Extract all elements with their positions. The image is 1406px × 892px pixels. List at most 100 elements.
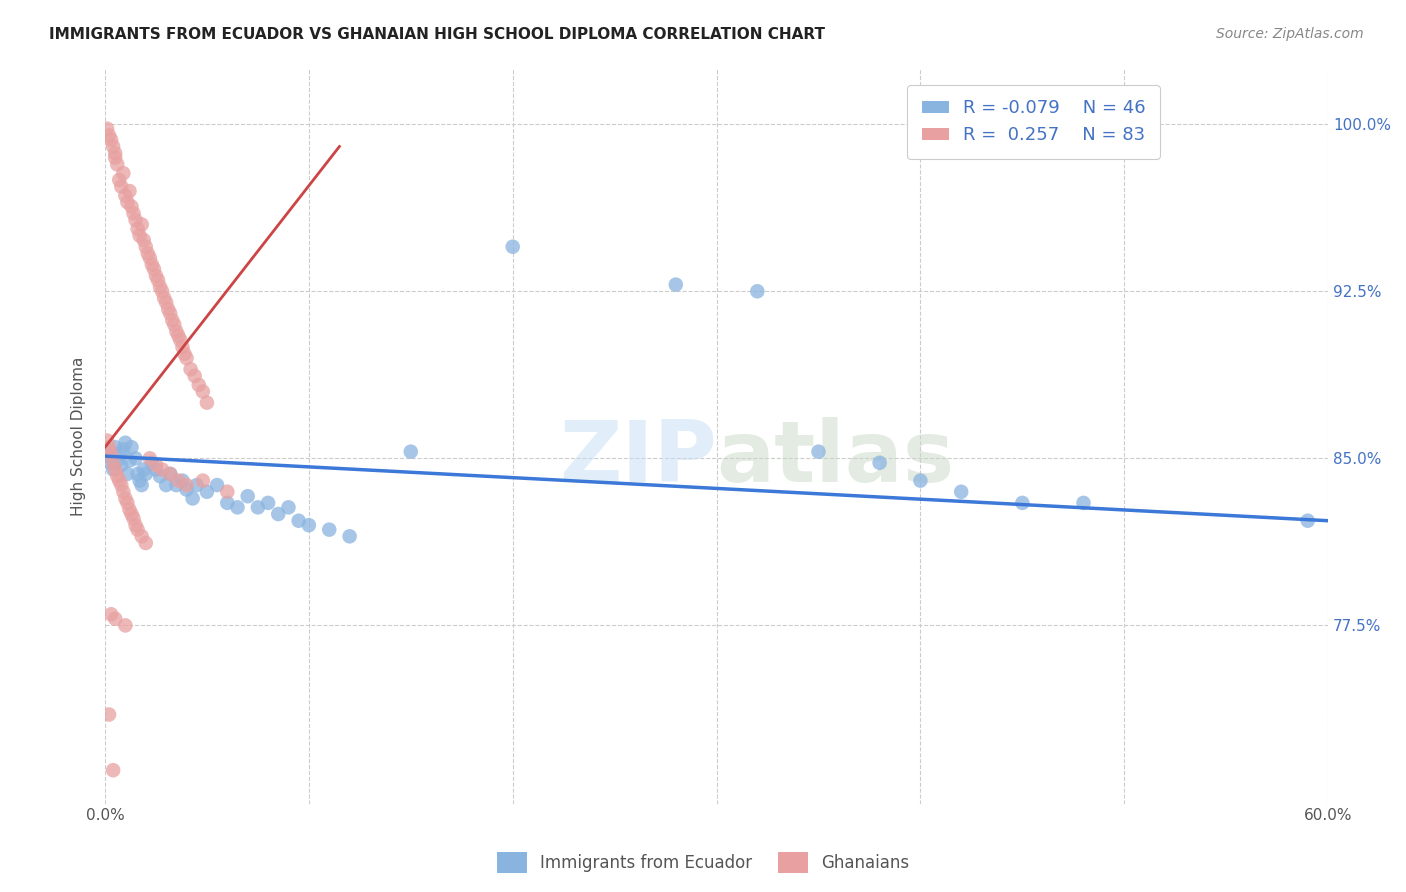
Point — [141, 258, 163, 272]
Point — [191, 384, 214, 399]
Point — [167, 474, 190, 488]
Point — [187, 377, 209, 392]
Point — [146, 273, 169, 287]
Point — [135, 467, 157, 481]
Point — [145, 458, 167, 472]
Point — [96, 121, 118, 136]
Point — [135, 536, 157, 550]
Point — [114, 188, 136, 202]
Point — [172, 474, 194, 488]
Point — [150, 462, 173, 476]
Point — [149, 280, 172, 294]
Legend: R = -0.079    N = 46, R =  0.257    N = 83: R = -0.079 N = 46, R = 0.257 N = 83 — [907, 85, 1160, 159]
Point — [217, 484, 239, 499]
Point — [98, 444, 121, 458]
Point — [136, 246, 159, 260]
Point — [121, 200, 143, 214]
Point — [950, 484, 973, 499]
Point — [104, 146, 127, 161]
Point — [257, 496, 280, 510]
Point — [100, 456, 122, 470]
Point — [105, 469, 128, 483]
Point — [131, 478, 153, 492]
Point — [104, 440, 127, 454]
Point — [104, 612, 127, 626]
Point — [176, 483, 198, 497]
Point — [236, 489, 259, 503]
Point — [121, 440, 143, 454]
Point — [165, 324, 187, 338]
Point — [118, 184, 141, 198]
Point — [105, 157, 128, 171]
Point — [104, 462, 127, 476]
Point — [110, 458, 132, 472]
Point — [104, 151, 127, 165]
Point — [155, 478, 177, 492]
Text: ZIP: ZIP — [558, 417, 717, 500]
Point — [399, 444, 422, 458]
Point — [747, 285, 769, 299]
Point — [172, 340, 194, 354]
Point — [169, 333, 191, 347]
Point — [159, 307, 181, 321]
Point — [100, 133, 122, 147]
Point — [117, 496, 139, 510]
Point — [132, 233, 155, 247]
Point — [1296, 514, 1319, 528]
Point — [217, 496, 239, 510]
Point — [127, 222, 149, 236]
Point — [153, 291, 176, 305]
Point — [246, 500, 269, 515]
Point — [226, 500, 249, 515]
Point — [124, 451, 146, 466]
Point — [128, 228, 150, 243]
Point — [132, 462, 155, 476]
Point — [98, 440, 121, 454]
Point — [122, 206, 145, 220]
Point — [159, 467, 181, 481]
Point — [318, 523, 340, 537]
Point — [100, 607, 122, 622]
Point — [195, 395, 218, 409]
Point — [110, 478, 132, 492]
Point — [165, 478, 187, 492]
Point — [112, 442, 135, 457]
Point — [910, 474, 932, 488]
Point — [267, 507, 290, 521]
Point — [173, 346, 195, 360]
Point — [142, 262, 165, 277]
Point — [114, 618, 136, 632]
Point — [101, 462, 124, 476]
Text: atlas: atlas — [717, 417, 955, 500]
Point — [110, 179, 132, 194]
Point — [1073, 496, 1095, 510]
Point — [205, 478, 228, 492]
Point — [145, 462, 167, 476]
Point — [157, 302, 180, 317]
Point — [869, 456, 891, 470]
Y-axis label: High School Diploma: High School Diploma — [72, 357, 86, 516]
Point — [155, 295, 177, 310]
Point — [101, 763, 124, 777]
Text: IMMIGRANTS FROM ECUADOR VS GHANAIAN HIGH SCHOOL DIPLOMA CORRELATION CHART: IMMIGRANTS FROM ECUADOR VS GHANAIAN HIGH… — [49, 27, 825, 42]
Point — [141, 456, 163, 470]
Point — [127, 467, 149, 481]
Point — [287, 514, 309, 528]
Point — [128, 474, 150, 488]
Point — [101, 139, 124, 153]
Point — [112, 484, 135, 499]
Point — [162, 313, 184, 327]
Point — [186, 478, 208, 492]
Point — [298, 518, 321, 533]
Point — [108, 173, 131, 187]
Point — [163, 318, 186, 332]
Point — [139, 451, 162, 466]
Point — [112, 166, 135, 180]
Point — [149, 469, 172, 483]
Point — [96, 434, 118, 448]
Point — [114, 435, 136, 450]
Point — [183, 368, 205, 383]
Point — [127, 523, 149, 537]
Point — [131, 218, 153, 232]
Point — [176, 478, 198, 492]
